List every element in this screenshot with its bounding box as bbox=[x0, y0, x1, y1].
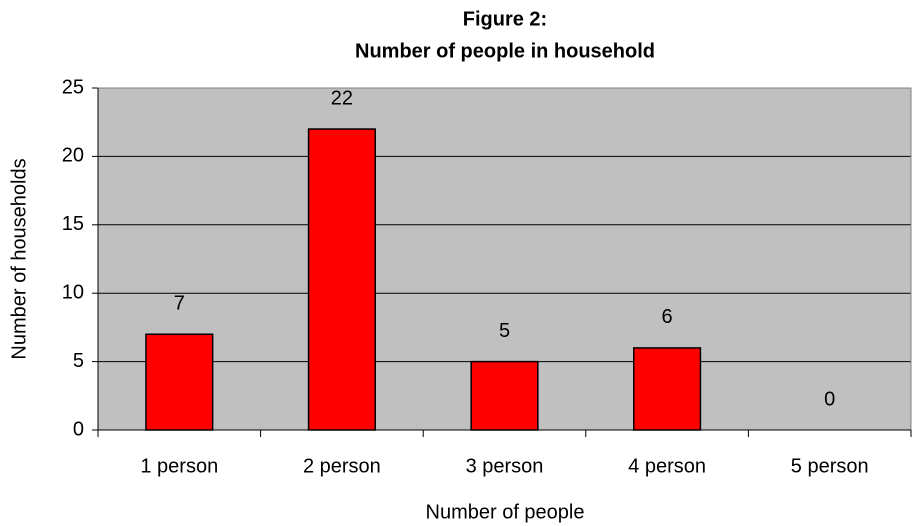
x-tick-label: 3 person bbox=[466, 455, 544, 477]
chart-subtitle: Number of people in household bbox=[355, 40, 655, 62]
x-tick-label: 1 person bbox=[140, 455, 218, 477]
value-label: 22 bbox=[331, 87, 353, 109]
y-tick-label: 10 bbox=[62, 281, 84, 303]
value-label: 6 bbox=[662, 306, 673, 328]
bar bbox=[470, 360, 539, 431]
y-tick-label: 25 bbox=[62, 76, 84, 98]
y-tick-label: 5 bbox=[73, 350, 84, 372]
x-tick-label: 4 person bbox=[628, 455, 706, 477]
y-tick-label: 15 bbox=[62, 213, 84, 235]
x-tick-label: 5 person bbox=[791, 455, 869, 477]
bar bbox=[145, 333, 214, 431]
chart-title: Figure 2: bbox=[463, 8, 547, 30]
x-axis-label: Number of people bbox=[426, 501, 585, 523]
y-axis-label: Number of households bbox=[8, 158, 30, 359]
y-tick-label: 20 bbox=[62, 145, 84, 167]
bar bbox=[307, 128, 376, 431]
bar bbox=[633, 347, 702, 431]
value-label: 5 bbox=[499, 320, 510, 342]
value-label: 7 bbox=[174, 293, 185, 315]
x-tick-label: 2 person bbox=[303, 455, 381, 477]
y-tick-label: 0 bbox=[73, 418, 84, 440]
value-label: 0 bbox=[824, 388, 835, 410]
